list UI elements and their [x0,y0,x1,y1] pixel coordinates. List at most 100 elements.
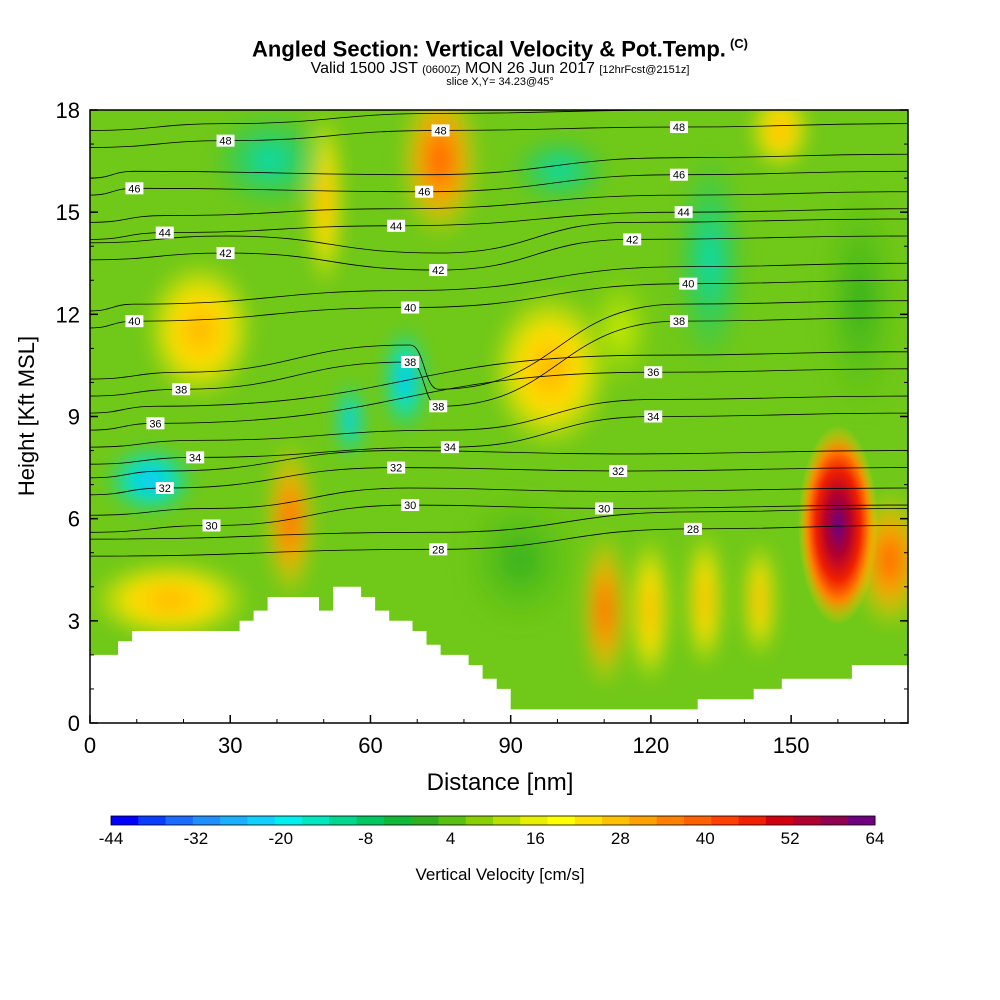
isentrope-line [90,235,908,271]
isentrope-label-bg [387,219,406,232]
isentrope-label-bg [609,464,628,477]
isentrope-label-text: 28 [432,544,444,556]
colorbar-tick-label: 52 [781,829,800,848]
isentrope-label-bg [644,366,663,379]
isentrope-label-text: 42 [432,265,444,277]
isentrope-label: 34 [440,441,459,454]
y-tick-label: 6 [68,507,80,532]
isentrope-label-bg [644,410,663,423]
isentrope-label: 48 [216,134,235,148]
colorbar-cell [847,816,876,825]
colorbar: -44 -32 -20 -8 4 16 28 40 52 64 Vertical Velocity… [99,815,884,884]
colorbar-cell [138,816,167,825]
y-tick-label: 0 [68,711,80,736]
isentrope-label-text: 48 [673,122,685,134]
isentrope-label: 36 [644,366,663,379]
colorbar-cell [820,816,849,825]
isentrope-label: 40 [125,315,144,328]
x-tick-label: 120 [633,733,670,758]
chart-subtitle: Valid 1500 JST (0600Z) MON 26 Jun 2017 [… [0,60,1000,78]
isentrope-label-text: 42 [219,248,231,260]
isentrope-label-text: 48 [434,125,446,137]
isentrope-label-text: 32 [390,463,402,475]
colorbar-tick-label: 4 [446,829,455,848]
isentrope-label: 42 [429,264,448,277]
isentrope-line [90,351,908,414]
isentrope-label-bg [401,499,420,512]
isentrope-label: 32 [387,461,406,475]
isentrope-line [90,487,908,516]
isentrope-label-text: 38 [673,316,685,328]
isentrope-label-text: 40 [404,303,416,315]
isentrope-label-text: 38 [404,357,416,369]
title-unit: (C) [729,36,748,51]
colorbar-cells [110,815,876,826]
updraft-blob [687,530,723,670]
y-axis-label: Height [Kft MSL] [14,336,39,496]
isentrope-label-text: 46 [418,187,430,199]
isentrope-label-bg [216,247,235,260]
colorbar-tick-label: -44 [99,829,124,848]
terrain-mask [90,586,908,723]
isentrope-label-text: 30 [404,500,416,512]
isentrope-line [90,218,908,254]
isentrope-line [90,191,908,223]
isentrope-label-text: 48 [219,136,231,148]
isentrope-label: 46 [125,182,144,195]
downdraft-blob [460,490,580,630]
chart-title: Angled Section: Vertical Velocity & Pot.… [0,36,1000,62]
isentrope-label-bg [669,168,688,181]
colorbar-cell [383,816,412,825]
x-tick-label: 90 [498,733,522,758]
isentrope-line [90,123,908,148]
isentrope-line [90,504,908,533]
colorbar-tick-label: -8 [358,829,373,848]
isentrope-line [90,300,908,390]
isentrope-label: 42 [623,233,642,246]
updraft-blob [400,110,480,240]
isentrope-label-bg [674,206,693,219]
isentrope-label-bg [679,277,698,290]
isentrope-label-text: 44 [678,207,690,219]
x-axis: 0 30 60 90 120 150 [84,715,886,758]
colorbar-cell [656,816,685,825]
isentrope-label-bg [669,121,688,134]
colorbar-cell [111,816,139,825]
isentrope-label: 30 [202,519,221,532]
isentrope-label-bg [429,543,448,556]
y-tick-label: 15 [56,200,80,225]
isentrope-label-bg [202,519,221,532]
y-tick-label: 12 [56,302,80,327]
isentrope-label: 40 [401,301,420,315]
colorbar-tick-label: 16 [526,829,545,848]
isentrope-label-text: 40 [682,279,694,291]
updraft-blob [145,260,255,400]
downdraft-blob [210,110,330,210]
isentrope-label-text: 38 [432,401,444,413]
downdraft-blob [383,325,427,435]
colorbar-cell [520,816,549,825]
isentrope-label-text: 44 [159,228,171,240]
colorbar-cell [684,816,712,825]
isentrope-line [90,153,908,179]
slice-label: slice X,Y= 34.23@45° [446,76,554,88]
colorbar-cell [438,816,467,825]
velocity-field: 48 48 48 46 46 46 44 44 44 42 42 42 40 40 40 38 38 38 38 36… [90,110,908,723]
isentrope-label-text: 28 [687,524,699,536]
colorbar-tick-label: -32 [184,829,209,848]
isentrope-label-bg [125,182,144,195]
isentrope-label-text: 32 [612,466,624,478]
colorbar-cell [793,816,821,825]
isentrope-label: 34 [644,410,663,424]
isentrope-label: 34 [186,451,205,464]
isentrope-label: 28 [683,522,702,536]
isentrope-label: 46 [415,185,434,199]
downdraft-blob [820,180,900,420]
x-tick-label: 150 [773,733,810,758]
isentrope-label-bg [415,185,434,198]
isentrope-line [90,262,908,312]
isentrope-label: 30 [401,499,420,512]
isentrope-label-bg [387,461,406,474]
